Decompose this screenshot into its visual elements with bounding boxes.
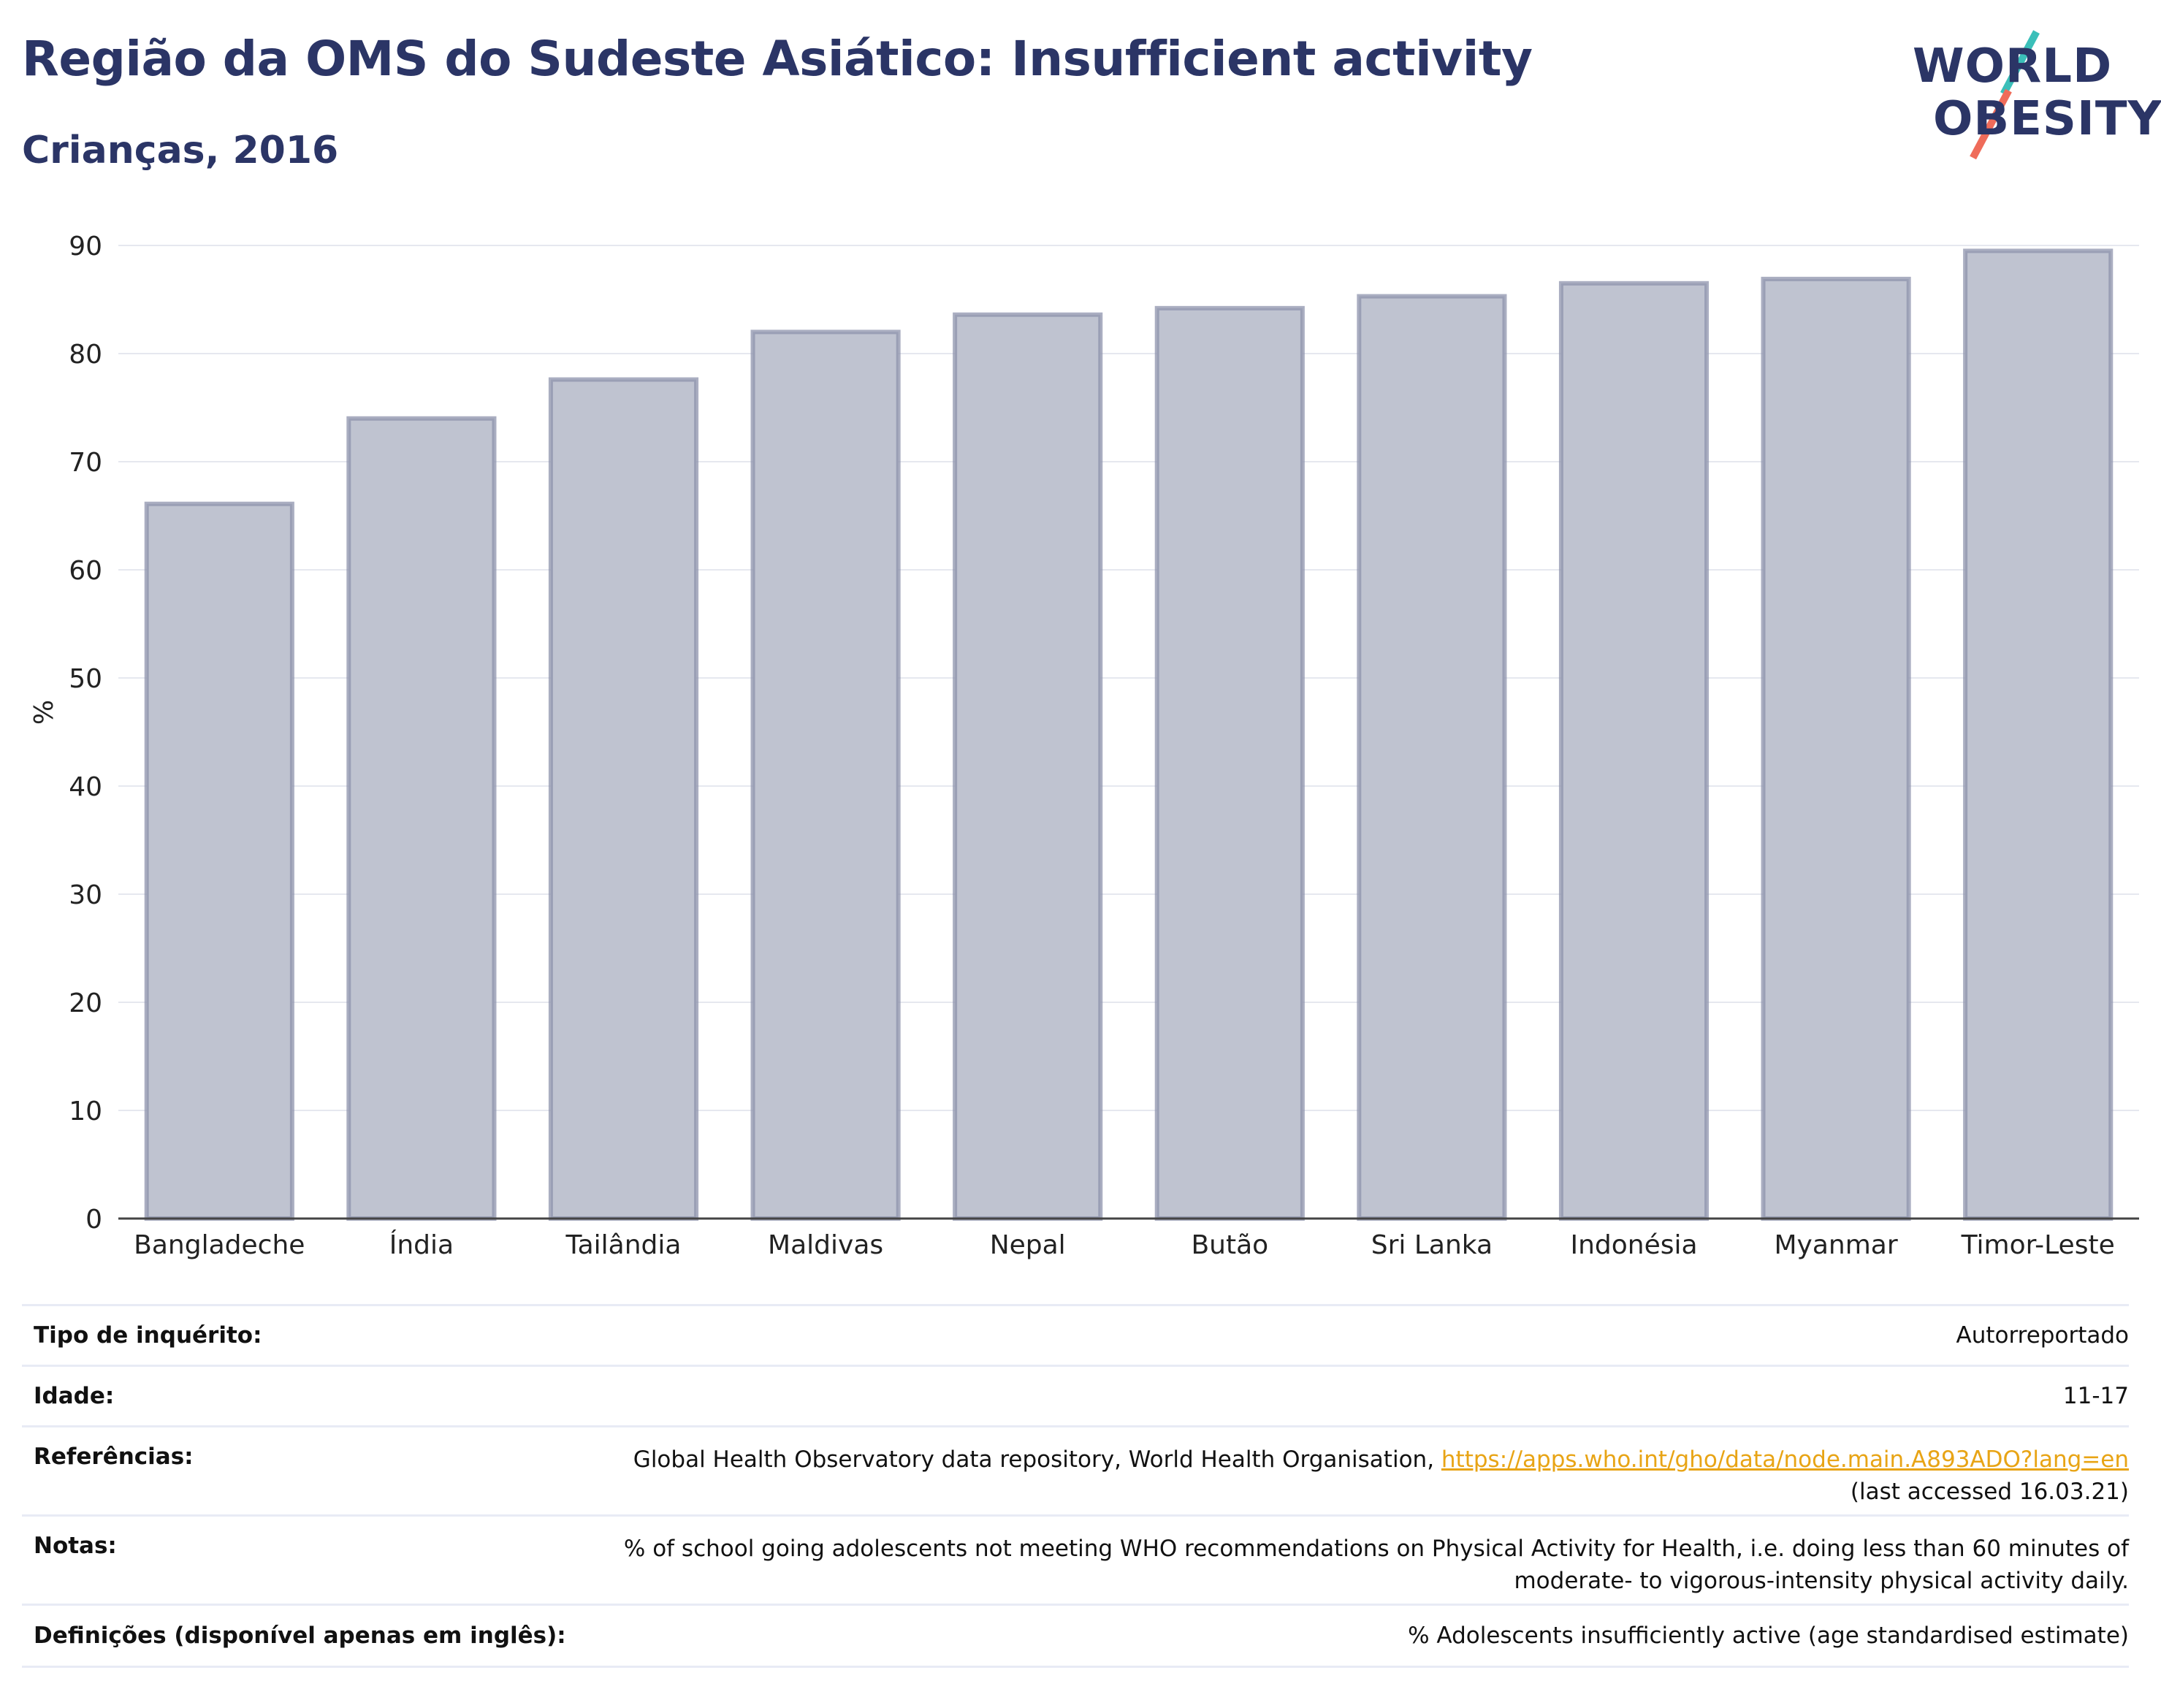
notes-label: Notas: bbox=[34, 1533, 117, 1559]
references-link[interactable]: https://apps.who.int/gho/data/node.main.… bbox=[1441, 1446, 2129, 1473]
x-tick-label: Butão bbox=[1191, 1230, 1268, 1260]
bar-maldivas[interactable] bbox=[750, 329, 901, 1221]
y-tick-label: 80 bbox=[69, 340, 102, 370]
bars bbox=[144, 248, 2114, 1221]
y-tick-label: 0 bbox=[85, 1205, 102, 1235]
bar-myanmar[interactable] bbox=[1761, 276, 1911, 1221]
y-tick-label: 90 bbox=[69, 232, 102, 262]
references-value: Global Health Observatory data repositor… bbox=[633, 1444, 2129, 1508]
age-value: 11-17 bbox=[2062, 1383, 2129, 1409]
age-label: Idade: bbox=[34, 1383, 115, 1409]
notes-value: % of school going adolescents not meetin… bbox=[624, 1533, 2129, 1597]
y-tick-label: 20 bbox=[69, 988, 102, 1018]
bar--ndia[interactable] bbox=[346, 416, 497, 1221]
y-tick-label: 70 bbox=[69, 448, 102, 478]
x-tick-label: Indonésia bbox=[1570, 1230, 1697, 1260]
x-tick-label: Maldivas bbox=[768, 1230, 883, 1260]
notes-line-1: % of school going adolescents not meetin… bbox=[623, 1536, 2129, 1562]
row-notes: Notas: % of school going adolescents not… bbox=[22, 1514, 2129, 1604]
world-obesity-logo: WORLD OBESITY bbox=[1907, 28, 2161, 160]
bar-nepal[interactable] bbox=[953, 312, 1103, 1221]
row-definitions: Definições (disponível apenas em inglês)… bbox=[22, 1604, 2129, 1668]
x-tick-label: Sri Lanka bbox=[1371, 1230, 1493, 1260]
row-references: Referências: Global Health Observatory d… bbox=[22, 1425, 2129, 1514]
bar-tail-ndia[interactable] bbox=[548, 377, 699, 1221]
references-label: Referências: bbox=[34, 1444, 194, 1470]
bar-but-o[interactable] bbox=[1154, 305, 1305, 1221]
bar-indon-sia[interactable] bbox=[1558, 281, 1710, 1221]
x-tick-label: Nepal bbox=[990, 1230, 1066, 1260]
y-axis-label: % bbox=[29, 700, 59, 725]
y-tick-label: 30 bbox=[69, 880, 102, 910]
bar-sri-lanka[interactable] bbox=[1357, 294, 1507, 1221]
x-tick-label: Timor-Leste bbox=[1961, 1230, 2115, 1260]
x-tick-label: Tailândia bbox=[565, 1230, 682, 1260]
definitions-value: % Adolescents insufficiently active (age… bbox=[1408, 1623, 2129, 1649]
x-tick-labels: Bangladeche Índia Tailândia Maldivas Nepal Bu… bbox=[134, 1229, 2115, 1260]
chart-subtitle: Crianças, 2016 bbox=[22, 129, 339, 172]
y-tick-label: 60 bbox=[69, 556, 102, 586]
logo-text-obesity: OBESITY bbox=[1933, 92, 2161, 146]
chart-title: Região da OMS do Sudeste Asiático: Insuf… bbox=[22, 31, 1533, 87]
bar-chart: 0 10 20 30 40 50 60 70 80 90 Bangladeche Índia Tail… bbox=[29, 232, 2139, 1260]
references-text: Global Health Observatory data repositor… bbox=[633, 1446, 1441, 1473]
definitions-label: Definições (disponível apenas em inglês)… bbox=[34, 1623, 566, 1649]
y-tick-labels: 0 10 20 30 40 50 60 70 80 90 bbox=[69, 232, 102, 1235]
bar-bangladeche[interactable] bbox=[144, 501, 294, 1221]
references-accessed: (last accessed 16.03.21) bbox=[1850, 1479, 2129, 1505]
y-tick-label: 10 bbox=[69, 1097, 102, 1126]
row-survey-type: Tipo de inquérito: Autorreportado bbox=[22, 1304, 2129, 1365]
y-tick-label: 40 bbox=[69, 772, 102, 802]
y-tick-label: 50 bbox=[69, 664, 102, 694]
x-tick-label: Índia bbox=[389, 1229, 454, 1260]
logo-text-world: WORLD bbox=[1913, 39, 2113, 94]
x-tick-label: Bangladeche bbox=[134, 1230, 305, 1260]
bar-timor-leste[interactable] bbox=[1963, 248, 2114, 1221]
x-tick-label: Myanmar bbox=[1775, 1230, 1898, 1260]
info-table: Tipo de inquérito: Autorreportado Idade:… bbox=[22, 1304, 2129, 1668]
notes-line-2: moderate- to vigorous-intensity physical… bbox=[1514, 1568, 2129, 1594]
row-age: Idade: 11-17 bbox=[22, 1365, 2129, 1425]
survey-type-value: Autorreportado bbox=[1956, 1322, 2130, 1349]
survey-type-label: Tipo de inquérito: bbox=[34, 1322, 262, 1349]
